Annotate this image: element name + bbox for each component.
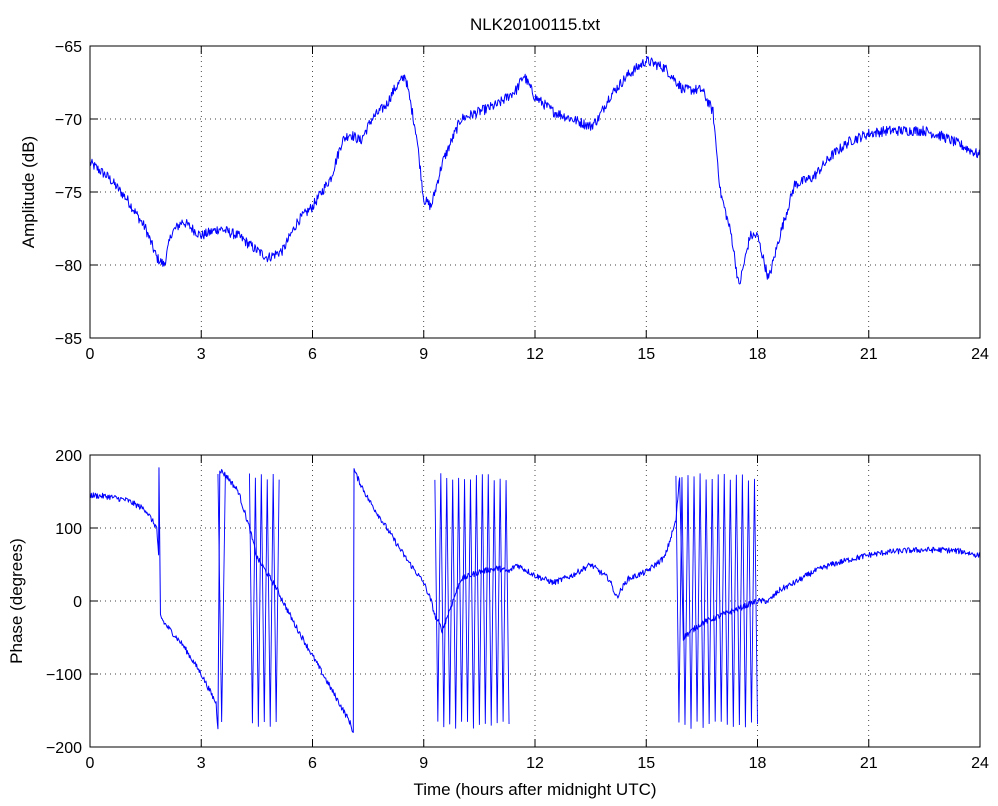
y-tick-label: −65 [55,39,82,56]
phase-grid [90,455,980,747]
phase-wrap-band [675,473,758,729]
amplitude-y-tick-labels: −85 −80 −75 −70 −65 [55,39,82,348]
amplitude-grid [90,46,980,338]
phase-plot: 0 3 6 9 12 15 18 21 24 −200 −100 0 100 200 Phase (de… [7,448,989,799]
x-tick-label: 3 [197,755,206,772]
y-tick-label: 0 [73,594,82,611]
x-tick-label: 6 [308,346,317,363]
phase-y-tick-labels: −200 −100 0 100 200 [46,448,82,757]
x-tick-label: 6 [308,755,317,772]
y-tick-label: −100 [46,667,82,684]
x-tick-label: 3 [197,346,206,363]
amplitude-x-tick-labels: 0 3 6 9 12 15 18 21 24 [86,346,989,363]
x-tick-label: 21 [860,755,878,772]
phase-y-axis-label: Phase (degrees) [7,538,26,664]
amplitude-y-axis-label: Amplitude (dB) [19,136,38,248]
phase-x-axis-label: Time (hours after midnight UTC) [413,780,656,799]
y-tick-label: −75 [55,185,82,202]
chart-title: NLK20100115.txt [470,15,600,34]
phase-x-tick-labels: 0 3 6 9 12 15 18 21 24 [86,755,989,772]
x-tick-label: 9 [419,755,428,772]
phase-ticks [89,454,981,748]
y-tick-label: 200 [55,448,82,465]
x-tick-label: 18 [749,346,767,363]
x-tick-label: 12 [526,755,544,772]
y-tick-label: −200 [46,740,82,757]
phase-series [89,467,981,733]
amplitude-plot: 0 3 6 9 12 15 18 21 24 −85 −80 −75 −70 −65 Amplitude… [19,39,989,363]
x-tick-label: 12 [526,346,544,363]
phase-wrap-band [249,473,280,727]
y-tick-label: −85 [55,331,82,348]
x-tick-label: 9 [419,346,428,363]
x-tick-label: 21 [860,346,878,363]
series-line [89,55,981,285]
x-tick-label: 24 [971,755,989,772]
x-tick-label: 0 [86,755,95,772]
x-tick-label: 0 [86,346,95,363]
y-tick-label: −80 [55,258,82,275]
series-line [89,467,981,733]
y-tick-label: 100 [55,521,82,538]
x-tick-label: 24 [971,346,989,363]
x-tick-label: 15 [637,755,655,772]
amplitude-ticks [89,45,981,339]
amplitude-series [89,55,981,285]
phase-wrap-band [434,473,510,729]
x-tick-label: 18 [749,755,767,772]
x-tick-label: 15 [637,346,655,363]
y-tick-label: −70 [55,112,82,129]
phase-wrap-band [217,474,226,723]
